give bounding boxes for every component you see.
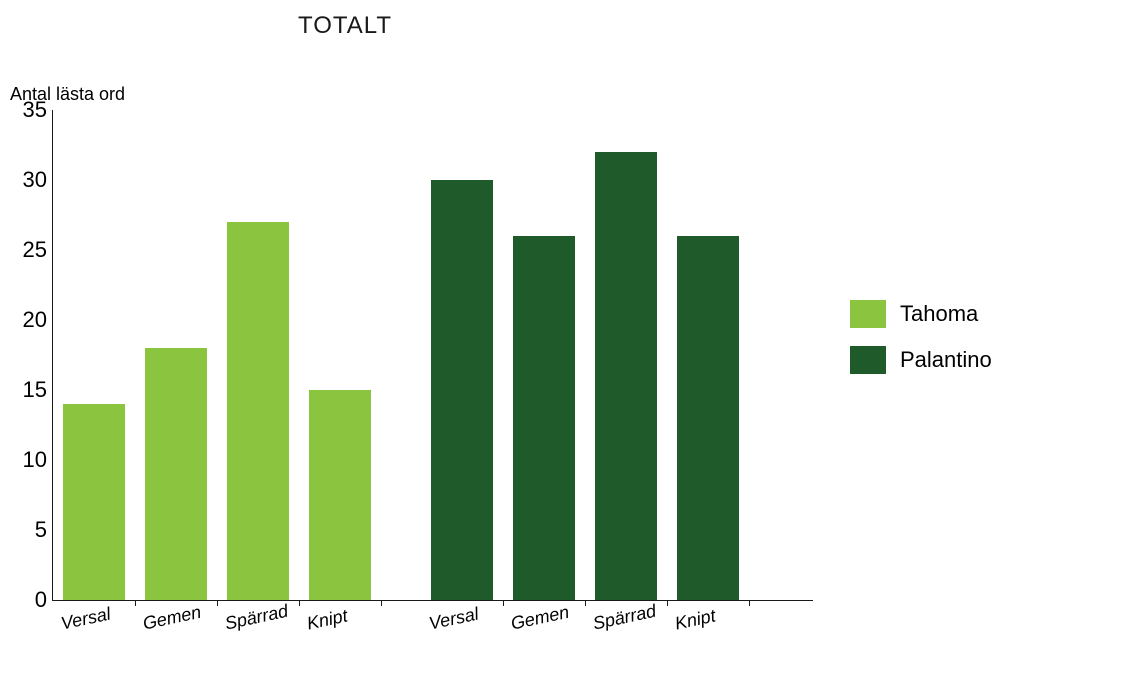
bar	[431, 180, 493, 600]
bar	[227, 222, 289, 600]
legend-swatch	[850, 300, 886, 328]
bar	[513, 236, 575, 600]
legend-item: Palantino	[850, 346, 992, 374]
y-tick-label: 35	[23, 97, 53, 123]
x-tick-mark	[381, 600, 382, 606]
y-tick-label: 5	[35, 517, 53, 543]
bar	[677, 236, 739, 600]
x-tick-mark	[503, 600, 504, 606]
x-tick-label: Knipt	[305, 605, 350, 634]
x-tick-label: Gemen	[141, 602, 203, 635]
bar	[595, 152, 657, 600]
legend-item: Tahoma	[850, 300, 992, 328]
legend: Tahoma Palantino	[850, 300, 992, 392]
x-tick-label: Versal	[427, 604, 481, 635]
x-tick-label: Spärrad	[591, 601, 658, 635]
y-tick-label: 0	[35, 587, 53, 613]
y-tick-label: 30	[23, 167, 53, 193]
chart-title: TOTALT	[0, 12, 690, 40]
x-tick-mark	[667, 600, 668, 606]
legend-label: Tahoma	[900, 301, 978, 327]
legend-label: Palantino	[900, 347, 992, 373]
x-tick-mark	[585, 600, 586, 606]
x-tick-mark	[135, 600, 136, 606]
chart-container: TOTALT Antal lästa ord 05101520253035Ver…	[0, 0, 1121, 681]
bar	[309, 390, 371, 600]
bar	[63, 404, 125, 600]
x-tick-mark	[217, 600, 218, 606]
x-tick-label: Gemen	[509, 602, 571, 635]
x-tick-mark	[299, 600, 300, 606]
y-tick-label: 15	[23, 377, 53, 403]
bar	[145, 348, 207, 600]
x-tick-label: Spärrad	[223, 601, 290, 635]
x-tick-label: Knipt	[673, 605, 718, 634]
y-tick-label: 25	[23, 237, 53, 263]
legend-swatch	[850, 346, 886, 374]
plot-area: 05101520253035VersalGemenSpärradKniptVer…	[52, 110, 813, 601]
x-tick-label: Versal	[59, 604, 113, 635]
y-tick-label: 10	[23, 447, 53, 473]
x-tick-mark	[749, 600, 750, 606]
y-tick-label: 20	[23, 307, 53, 333]
